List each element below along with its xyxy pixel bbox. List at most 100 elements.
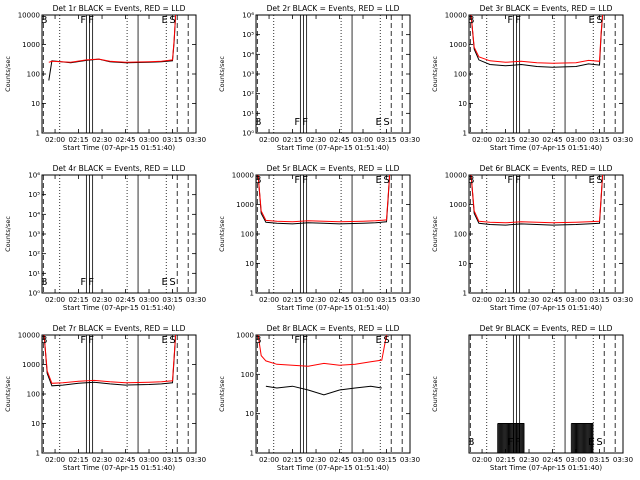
x-tick-label: 02:00 bbox=[259, 136, 279, 144]
event-marker-f: F bbox=[507, 437, 513, 448]
x-tick-label: 03:00 bbox=[353, 296, 373, 304]
chart-title: Det 1r BLACK = Events, RED = LLD bbox=[53, 4, 186, 13]
event-marker-f: F bbox=[88, 335, 94, 346]
x-tick-label: 02:15 bbox=[282, 296, 302, 304]
y-axis-label: Counts/sec bbox=[4, 56, 12, 92]
x-tick-label: 03:00 bbox=[353, 456, 373, 464]
x-axis-label: Start Time (07-Apr-15 01:51:40) bbox=[277, 144, 389, 152]
series-events-burst bbox=[570, 423, 594, 453]
x-tick-label: 03:15 bbox=[376, 136, 396, 144]
y-tick-label: 100 bbox=[241, 231, 254, 239]
x-tick-label: 03:15 bbox=[162, 456, 182, 464]
series-lld bbox=[470, 14, 604, 64]
y-tick-label: 10² bbox=[242, 90, 254, 98]
y-tick-label: 10 bbox=[245, 410, 254, 418]
y-tick-label: 10¹ bbox=[28, 270, 40, 278]
x-tick-label: 02:30 bbox=[92, 296, 112, 304]
series-events bbox=[470, 14, 604, 68]
y-tick-label: 1000 bbox=[236, 332, 254, 340]
y-tick-label: 10³ bbox=[242, 71, 254, 79]
event-marker-f: F bbox=[88, 277, 94, 288]
x-tick-label: 02:30 bbox=[519, 296, 539, 304]
event-marker-f: F bbox=[80, 15, 86, 26]
x-tick-label: 03:00 bbox=[353, 136, 373, 144]
y-tick-label: 10 bbox=[245, 260, 254, 268]
event-marker-b: B bbox=[41, 335, 48, 346]
event-marker-f: F bbox=[88, 15, 94, 26]
x-tick-label: 03:00 bbox=[566, 456, 586, 464]
event-marker-f: F bbox=[80, 277, 86, 288]
chart-title: Det 4r BLACK = Events, RED = LLD bbox=[53, 164, 186, 173]
x-axis-label: Start Time (07-Apr-15 01:51:40) bbox=[277, 464, 389, 472]
chart-title: Det 7r BLACK = Events, RED = LLD bbox=[53, 324, 186, 333]
event-marker-s: S bbox=[169, 15, 175, 26]
y-tick-label: 10000 bbox=[445, 172, 467, 180]
x-tick-label: 03:00 bbox=[566, 136, 586, 144]
x-tick-label: 02:45 bbox=[329, 136, 349, 144]
event-marker-e: E bbox=[589, 437, 595, 448]
x-tick-label: 02:00 bbox=[45, 136, 65, 144]
event-marker-b: B bbox=[255, 117, 262, 128]
x-tick-label: 02:15 bbox=[495, 456, 515, 464]
chart-panel-2: Det 2r BLACK = Events, RED = LLD 02:00 02:… bbox=[218, 4, 420, 152]
event-marker-b: B bbox=[255, 175, 262, 186]
y-tick-label: 100 bbox=[27, 71, 40, 79]
chart-title: Det 2r BLACK = Events, RED = LLD bbox=[267, 4, 400, 13]
y-axis-label: Counts/sec bbox=[431, 216, 439, 252]
y-tick-label: 10000 bbox=[18, 12, 40, 20]
x-tick-label: 03:15 bbox=[589, 296, 609, 304]
x-tick-label: 03:15 bbox=[589, 136, 609, 144]
y-tick-label: 10⁶ bbox=[242, 12, 254, 20]
event-marker-s: S bbox=[169, 335, 175, 346]
x-tick-label: 02:45 bbox=[115, 456, 135, 464]
event-marker-f: F bbox=[515, 437, 521, 448]
x-tick-label: 02:30 bbox=[519, 136, 539, 144]
y-tick-label: 1 bbox=[250, 450, 254, 458]
event-marker-s: S bbox=[383, 175, 389, 186]
x-tick-label: 02:30 bbox=[306, 136, 326, 144]
y-tick-label: 1 bbox=[463, 130, 467, 138]
y-tick-label: 10⁵ bbox=[242, 31, 254, 39]
y-tick-label: 1 bbox=[36, 130, 40, 138]
x-tick-label: 02:00 bbox=[472, 296, 492, 304]
x-axis-label: Start Time (07-Apr-15 01:51:40) bbox=[63, 144, 175, 152]
y-tick-label: 1 bbox=[36, 450, 40, 458]
x-tick-label: 03:00 bbox=[139, 456, 159, 464]
x-axis-label: Start Time (07-Apr-15 01:51:40) bbox=[63, 464, 175, 472]
x-tick-label: 03:30 bbox=[400, 136, 420, 144]
y-axis-label: Counts/sec bbox=[218, 376, 226, 412]
x-tick-label: 02:30 bbox=[306, 456, 326, 464]
x-tick-label: 03:15 bbox=[589, 456, 609, 464]
y-tick-label: 10 bbox=[31, 420, 40, 428]
x-tick-label: 02:15 bbox=[68, 296, 88, 304]
event-marker-s: S bbox=[596, 15, 602, 26]
event-marker-b: B bbox=[468, 437, 475, 448]
event-marker-e: E bbox=[376, 335, 382, 346]
x-tick-label: 02:30 bbox=[92, 136, 112, 144]
event-marker-f: F bbox=[507, 175, 513, 186]
x-tick-label: 02:45 bbox=[542, 296, 562, 304]
event-marker-s: S bbox=[596, 175, 602, 186]
event-marker-s: S bbox=[383, 335, 389, 346]
event-marker-f: F bbox=[507, 15, 513, 26]
x-tick-label: 02:00 bbox=[259, 456, 279, 464]
x-tick-label: 02:00 bbox=[45, 456, 65, 464]
y-tick-label: 100 bbox=[241, 371, 254, 379]
series-events bbox=[265, 385, 382, 396]
event-marker-e: E bbox=[589, 175, 595, 186]
y-axis-label: Counts/sec bbox=[431, 376, 439, 412]
event-marker-e: E bbox=[589, 15, 595, 26]
y-tick-label: 1000 bbox=[22, 361, 40, 369]
x-tick-label: 03:30 bbox=[186, 456, 206, 464]
x-tick-label: 03:30 bbox=[613, 456, 633, 464]
event-marker-s: S bbox=[596, 437, 602, 448]
y-tick-label: 10 bbox=[458, 100, 467, 108]
x-tick-label: 02:15 bbox=[282, 456, 302, 464]
event-marker-b: B bbox=[41, 15, 48, 26]
x-tick-label: 03:00 bbox=[566, 296, 586, 304]
